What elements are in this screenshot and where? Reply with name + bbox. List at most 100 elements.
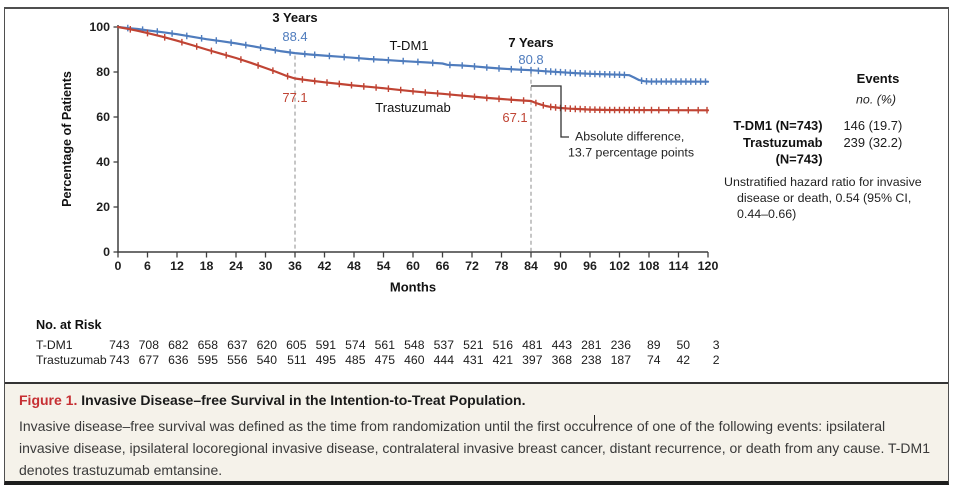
x-tick-label: 18	[200, 259, 214, 273]
risk-table-title: No. at Risk	[36, 318, 103, 332]
x-tick-label: 30	[259, 259, 273, 273]
difference-note-line1: Absolute difference,	[575, 130, 684, 144]
figure-title: Invasive Disease–free Survival in the In…	[81, 392, 526, 408]
y-tick-label: 100	[89, 20, 110, 34]
x-tick-label: 12	[170, 259, 184, 273]
figure-description: Invasive disease–free survival was defin…	[19, 418, 930, 478]
x-tick-label: 114	[669, 259, 689, 273]
hazard-ratio-line2: disease or death, 0.54 (95% CI,	[737, 191, 911, 205]
risk-value: 368	[552, 353, 573, 367]
figure-number-label: Figure 1.	[19, 392, 78, 408]
x-tick-label: 78	[495, 259, 509, 273]
caption-title-line: Figure 1. Invasive Disease–free Survival…	[19, 392, 934, 408]
trastuzumab-censor-ticks	[129, 26, 708, 114]
risk-value: 636	[168, 353, 189, 367]
events-header: Events	[857, 71, 900, 86]
y-axis-title: Percentage of Patients	[60, 71, 74, 207]
x-tick-label: 6	[144, 259, 151, 273]
events-row-label: Trastuzumab	[743, 135, 823, 150]
risk-value: 42	[676, 353, 690, 367]
text-cursor-artifact	[594, 415, 596, 430]
risk-value: 431	[463, 353, 484, 367]
risk-value: 397	[522, 353, 543, 367]
risk-value: 89	[647, 338, 661, 352]
x-tick-label: 0	[115, 259, 122, 273]
risk-value: 658	[198, 338, 219, 352]
difference-note-line2: 13.7 percentage points	[568, 146, 694, 160]
risk-value: 50	[676, 338, 690, 352]
risk-value: 637	[227, 338, 248, 352]
risk-value: 574	[345, 338, 366, 352]
risk-value: 460	[404, 353, 425, 367]
x-tick-label: 102	[609, 259, 630, 273]
risk-value: 421	[493, 353, 514, 367]
x-tick-label: 108	[639, 259, 660, 273]
risk-value: 187	[611, 353, 632, 367]
x-tick-label: 42	[318, 259, 332, 273]
hazard-ratio-line3: 0.44–0.66)	[737, 207, 796, 221]
x-axis-title: Months	[390, 280, 436, 295]
x-tick-label: 60	[406, 259, 420, 273]
x-tick-label: 48	[347, 259, 361, 273]
x-tick-label: 96	[583, 259, 597, 273]
events-row-label: (N=743)	[776, 152, 823, 167]
risk-value: 3	[713, 338, 720, 352]
y-tick-label: 0	[103, 245, 110, 259]
risk-value: 556	[227, 353, 248, 367]
x-tick-label: 90	[554, 259, 568, 273]
milestone-label-84: 7 Years	[508, 35, 553, 50]
risk-value: 591	[316, 338, 337, 352]
y-tick-label: 60	[96, 110, 110, 124]
t-dm1-curve-label: T-DM1	[390, 38, 429, 53]
difference-bracket	[531, 85, 569, 138]
events-row-value: 146 (19.7)	[844, 118, 903, 133]
figure-caption: Figure 1. Invasive Disease–free Survival…	[5, 382, 948, 481]
risk-value: 238	[581, 353, 602, 367]
risk-value: 548	[404, 338, 425, 352]
events-row-value: 239 (32.2)	[844, 135, 903, 150]
figure-frame: 0 20 40 60 80 100 0 6 12 18 24 30 36 42 48 54 60 66 72 78 84…	[4, 7, 949, 485]
risk-value: 743	[109, 338, 130, 352]
risk-value: 540	[257, 353, 278, 367]
x-tick-label: 66	[436, 259, 450, 273]
trastuzumab-curve	[116, 25, 710, 112]
risk-value: 443	[552, 338, 573, 352]
risk-value: 74	[647, 353, 661, 367]
t-dm1-value-84: 80.8	[518, 52, 543, 67]
risk-value: 677	[139, 353, 160, 367]
x-tick-label: 54	[377, 259, 391, 273]
risk-value: 595	[198, 353, 219, 367]
survival-chart-section: 0 20 40 60 80 100 0 6 12 18 24 30 36 42 48 54 60 66 72 78 84…	[5, 9, 946, 382]
risk-value: 481	[522, 338, 543, 352]
trastuzumab-value-36: 77.1	[282, 90, 307, 105]
x-tick-label: 84	[524, 259, 538, 273]
events-subheader: no. (%)	[856, 93, 896, 107]
x-tick-label: 24	[229, 259, 243, 273]
risk-value: 485	[345, 353, 366, 367]
risk-row-label-t-dm1: T-DM1	[36, 338, 73, 352]
trastuzumab-value-84: 67.1	[502, 110, 527, 125]
y-tick-label: 40	[96, 155, 110, 169]
risk-value: 236	[611, 338, 632, 352]
milestone-label-36: 3 Years	[272, 10, 317, 25]
x-tick-label: 36	[288, 259, 302, 273]
t-dm1-value-36: 88.4	[282, 29, 307, 44]
x-tick-label: 120	[698, 259, 719, 273]
y-tick-label: 20	[96, 200, 110, 214]
risk-value: 708	[139, 338, 160, 352]
x-tick-label: 72	[465, 259, 479, 273]
risk-value: 605	[286, 338, 307, 352]
risk-value: 495	[316, 353, 337, 367]
hazard-ratio-line1: Unstratified hazard ratio for invasive	[724, 175, 922, 189]
t-dm1-censor-ticks	[127, 24, 707, 85]
risk-value: 620	[257, 338, 278, 352]
risk-row-label-trastuzumab: Trastuzumab	[36, 353, 107, 367]
risk-value: 444	[434, 353, 455, 367]
events-row-label: T-DM1 (N=743)	[733, 118, 822, 133]
risk-value: 682	[168, 338, 189, 352]
trastuzumab-curve-label: Trastuzumab	[375, 100, 450, 115]
risk-value: 516	[493, 338, 514, 352]
risk-value: 537	[434, 338, 455, 352]
